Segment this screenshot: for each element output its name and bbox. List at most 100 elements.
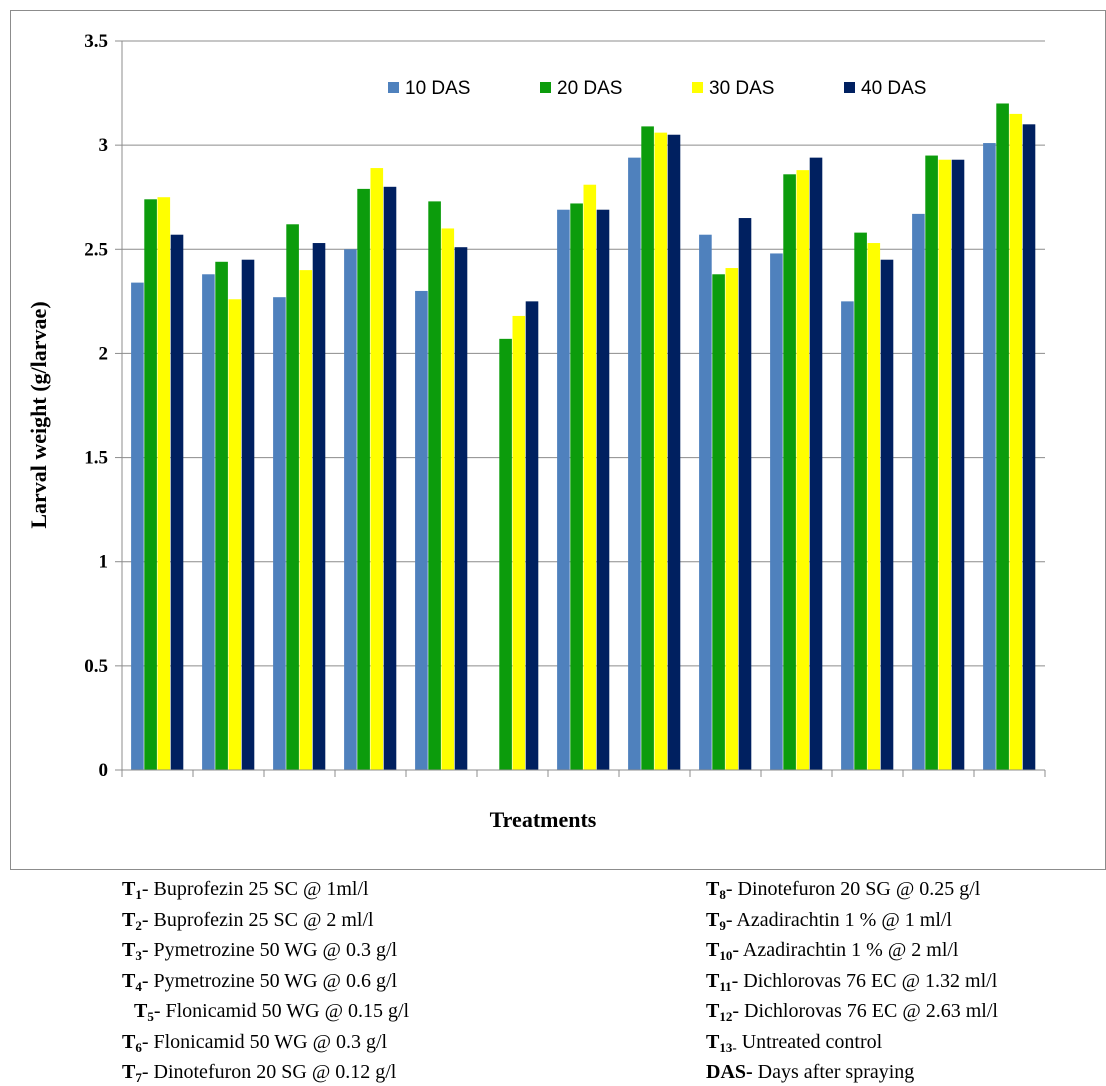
bar-t5-30-das [441,228,455,770]
treatment-key-item: T8- Dinotefuron 20 SG @ 0.25 g/l [706,877,980,901]
treatment-key-item: T7- Dinotefuron 20 SG @ 0.12 g/l [122,1060,396,1084]
treatment-code: T [134,1000,148,1022]
treatment-code-subscript: 12 [719,1009,733,1024]
y-tick-label: 2.5 [84,239,108,260]
bar-t3-30-das [299,270,313,770]
bar-t4-10-das [344,249,357,771]
y-axis-title: Larval weight (g/larvae) [26,301,51,528]
bar-t8-20-das [641,126,654,770]
treatment-code: T [706,1000,720,1022]
bar-t11-30-das [867,243,881,771]
treatment-code: T [706,939,720,961]
treatment-description: - Dichlorovas 76 EC @ 1.32 ml/l [731,969,998,992]
treatment-key-item: T13- Untreated control [706,1030,882,1054]
treatment-code: T [122,1061,136,1083]
treatment-key-item: T11- Dichlorovas 76 EC @ 1.32 ml/l [706,969,997,993]
treatment-code: T [706,878,720,900]
treatment-description: - Azadirachtin 1 % @ 2 ml/l [732,939,959,961]
treatment-key-item: T1- Buprofezin 25 SC @ 1ml/l [122,877,369,901]
y-tick-label: 0 [99,760,109,781]
bar-t5-10-das [415,290,428,770]
treatment-code: T [122,939,136,961]
y-tick-label: 1 [99,552,109,573]
bar-t5-40-das [454,247,468,770]
treatment-code: T [122,1030,136,1053]
bar-t9-20-das [712,274,725,770]
treatment-description: - Flonicamid 50 WG @ 0.15 g/l [153,1000,410,1022]
bar-t13-40-das [1022,124,1036,771]
bar-t12-30-das [938,159,952,771]
treatment-description: - Dinotefuron 20 SG @ 0.12 g/l [141,1061,397,1083]
treatment-key-item: T4- Pymetrozine 50 WG @ 0.6 g/l [122,969,397,993]
chart-frame: 0 0.5 1 1.5 2 2.5 3 3.5 10 DAS 20 DAS 30 DAS 40 DA… [10,10,1106,870]
treatment-key-item: T10- Azadirachtin 1 % @ 2 ml/l [706,938,959,962]
legend-swatch [692,82,703,93]
bar-t6-30-das [512,315,526,770]
treatment-code-subscript: 5 [147,1009,154,1024]
treatment-code: T [122,878,136,900]
bar-t12-20-das [925,155,938,771]
legend: 10 DAS 20 DAS 30 DAS 40 DAS [388,78,926,99]
bar-t4-30-das [370,168,384,770]
bar-t8-40-das [667,134,681,770]
treatment-code: T [122,908,136,931]
treatment-code: DAS- [706,1061,753,1083]
legend-swatch [388,82,399,93]
bar-t1-20-das [144,199,157,771]
treatment-code-subscript: 7 [135,1070,142,1085]
treatment-description: - Dichlorovas 76 EC @ 2.63 ml/l [732,1000,998,1022]
bar-t10-40-das [809,157,823,770]
treatment-description: - Dinotefuron 20 SG @ 0.25 g/l [725,878,981,900]
bar-t9-10-das [699,234,712,771]
treatment-code-subscript: 8 [719,887,726,902]
bar-t2-30-das [228,299,242,770]
bar-t6-20-das [499,338,512,770]
bar-t13-20-das [996,103,1009,770]
bar-t3-40-das [312,243,326,771]
treatment-code-subscript: 1 [135,887,142,902]
treatment-code: T [706,969,720,992]
bar-t12-40-das [951,159,965,771]
treatment-key-item: T5- Flonicamid 50 WG @ 0.15 g/l [134,999,409,1023]
bar-t10-20-das [783,174,796,770]
treatment-code-subscript: 4 [135,978,142,994]
bar-t10-30-das [796,170,810,770]
bar-t6-40-das [525,301,539,770]
treatment-code: T [122,969,136,992]
bar-t7-40-das [596,209,610,770]
treatment-code-subscript: 2 [135,917,142,933]
bar-t12-10-das [912,213,925,770]
treatment-key-item: T3- Pymetrozine 50 WG @ 0.3 g/l [122,938,397,962]
treatment-code-subscript: 9 [719,917,726,933]
treatment-key-item: T9- Azadirachtin 1 % @ 1 ml/l [706,908,952,932]
axes: 0 0.5 1 1.5 2 2.5 3 3.5 [84,31,1046,781]
y-tick-label: 3 [99,135,109,156]
legend-label: 20 DAS [557,78,622,99]
treatment-description: - Pymetrozine 50 WG @ 0.3 g/l [141,939,398,961]
treatment-description: Untreated control [736,1030,883,1053]
bar-t5-20-das [428,201,441,770]
treatment-code-subscript: 6 [135,1039,142,1055]
bar-t3-20-das [286,224,299,770]
bar-t13-10-das [983,143,996,770]
bar-t13-30-das [1009,113,1023,770]
treatment-code: T [706,1030,720,1053]
bar-t4-40-das [383,186,397,771]
treatment-description: - Buprofezin 25 SC @ 1ml/l [141,878,369,900]
treatment-code-subscript: 10 [719,948,733,963]
y-tick-label: 3.5 [84,31,108,52]
bar-t2-20-das [215,261,228,770]
treatment-code-subscript: 3 [135,948,142,963]
legend-label: 10 DAS [405,78,470,99]
treatment-key-item: T12- Dichlorovas 76 EC @ 2.63 ml/l [706,999,998,1023]
treatment-key-item: T2- Buprofezin 25 SC @ 2 ml/l [122,908,374,932]
bar-t4-20-das [357,188,370,770]
bar-t1-40-das [170,234,184,771]
bar-t9-30-das [725,268,739,770]
legend-label: 40 DAS [861,78,926,99]
y-tick-label: 0.5 [84,656,108,677]
bar-t7-30-das [583,184,597,770]
legend-label: 30 DAS [709,78,774,99]
bar-t9-40-das [738,218,752,771]
y-tick-label: 1.5 [84,448,108,469]
